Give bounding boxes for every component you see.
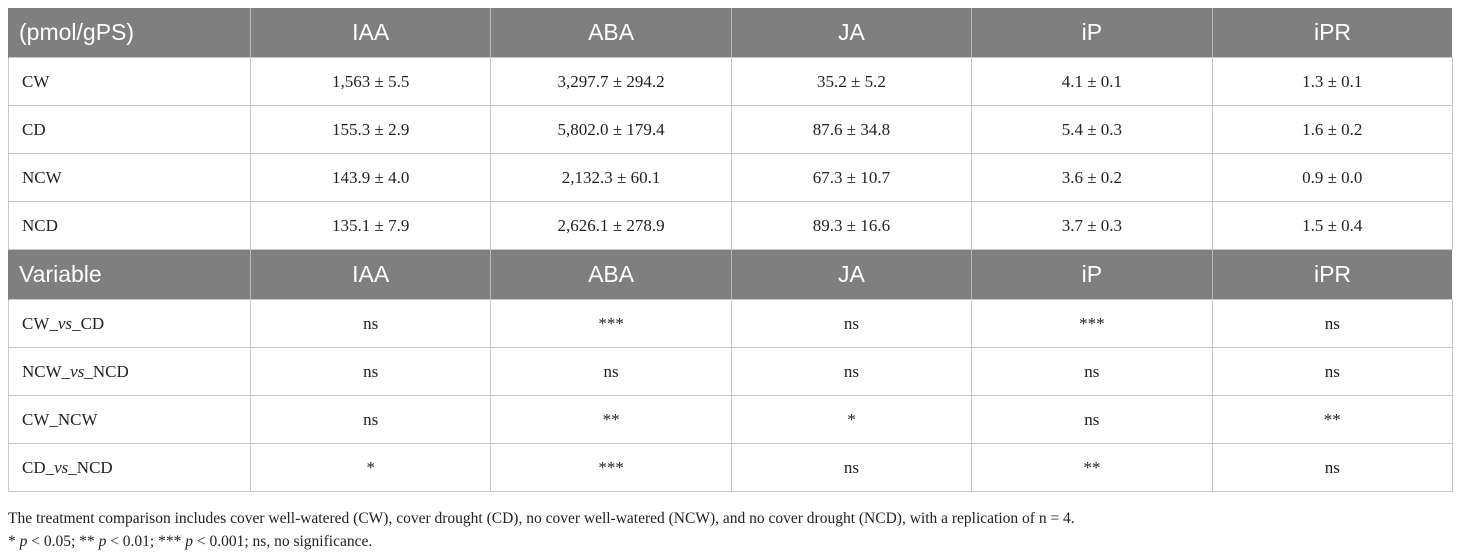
table-cell: *	[730, 395, 973, 444]
table-cell: ns	[1211, 443, 1453, 492]
row-label: CD	[8, 105, 251, 154]
label-vs: vs	[54, 457, 69, 477]
header-cell: iPR	[1211, 8, 1453, 58]
table-cell: 0.9 ± 0.0	[1211, 153, 1453, 202]
header-cell: JA	[730, 249, 972, 300]
table-footnote: The treatment comparison includes cover …	[8, 510, 1075, 527]
table-cell: ns	[971, 347, 1213, 396]
table-cell: **	[971, 443, 1213, 492]
table-cell: **	[490, 395, 732, 444]
header-row-units: (pmol/gPS) IAA ABA JA iP iPR	[8, 8, 1453, 58]
table-cell: 1.5 ± 0.4	[1211, 201, 1453, 250]
footnote-part: < 0.001; ns, no significance.	[193, 533, 373, 550]
table-cell: 155.3 ± 2.9	[249, 105, 492, 154]
label-vs: vs	[57, 313, 73, 333]
row-label: NCW	[8, 153, 251, 202]
table-cell: ns	[1211, 347, 1453, 396]
row-label: NCD	[8, 201, 251, 250]
table-cell: ns	[1211, 299, 1453, 348]
table-cell: 3.7 ± 0.3	[971, 201, 1213, 250]
table-cell: ns	[490, 347, 732, 396]
footnote-part: < 0.05; **	[27, 533, 99, 550]
table-cell: 135.1 ± 7.9	[249, 201, 492, 250]
header-row-variable: Variable IAA ABA JA iP iPR	[8, 249, 1453, 300]
table-cell: 5,802.0 ± 179.4	[490, 105, 732, 154]
table-row: NCW 143.9 ± 4.0 2,132.3 ± 60.1 67.3 ± 10…	[8, 153, 1453, 202]
header-cell: ABA	[490, 249, 732, 300]
footnote-part: < 0.01; ***	[106, 533, 186, 550]
table-cell: 1.3 ± 0.1	[1211, 57, 1453, 106]
header-cell: (pmol/gPS)	[8, 8, 251, 58]
label-part: _CD	[72, 313, 105, 333]
table-cell: 1,563 ± 5.5	[249, 57, 492, 106]
table-cell: ns	[971, 395, 1213, 444]
footnote-italic-p: p	[185, 533, 193, 550]
header-cell: iPR	[1211, 249, 1453, 300]
table-cell: ns	[249, 347, 492, 396]
comparison-label: CW_NCW	[8, 395, 251, 444]
table-cell: 1.6 ± 0.2	[1211, 105, 1453, 154]
comparison-label: NCW_vs_NCD	[8, 347, 251, 396]
comparison-label: CD_vs_NCD	[8, 443, 251, 492]
table-cell: 35.2 ± 5.2	[730, 57, 973, 106]
label-part: CW_	[22, 313, 58, 333]
footnote-part: *	[8, 533, 16, 550]
header-cell: ABA	[490, 8, 732, 58]
table-cell: 3,297.7 ± 294.2	[490, 57, 732, 106]
label-part: _NCD	[68, 457, 113, 477]
footnote-italic-p: p	[19, 533, 28, 550]
table-row: NCD 135.1 ± 7.9 2,626.1 ± 278.9 89.3 ± 1…	[8, 201, 1453, 250]
table-cell: 5.4 ± 0.3	[971, 105, 1213, 154]
table-cell: ***	[490, 443, 732, 492]
header-cell: Variable	[8, 249, 251, 300]
label-part: NCW_	[22, 361, 71, 381]
table-cell: 89.3 ± 16.6	[730, 201, 973, 250]
table-cell: 2,132.3 ± 60.1	[490, 153, 732, 202]
table-cell: **	[1211, 395, 1453, 444]
comparison-label: CW_vs_CD	[8, 299, 251, 348]
header-cell: JA	[730, 8, 972, 58]
table-row: CD_vs_NCD * *** ns ** ns	[8, 443, 1453, 492]
table-cell: ns	[730, 347, 973, 396]
table-cell: 4.1 ± 0.1	[971, 57, 1213, 106]
header-cell: iP	[971, 8, 1213, 58]
table-cell: 67.3 ± 10.7	[730, 153, 973, 202]
label-part: CW_NCW	[22, 409, 98, 429]
table-cell: 87.6 ± 34.8	[730, 105, 973, 154]
table-row: CW_NCW ns ** * ns **	[8, 395, 1453, 444]
footnote-italic-p: p	[98, 533, 107, 550]
table-row: CD 155.3 ± 2.9 5,802.0 ± 179.4 87.6 ± 34…	[8, 105, 1453, 154]
table-cell: ns	[730, 299, 973, 348]
table-cell: ns	[249, 299, 492, 348]
label-vs: vs	[70, 361, 85, 381]
hormone-table: (pmol/gPS) IAA ABA JA iP iPR CW 1,563 ± …	[8, 8, 1453, 492]
table-row: CW_vs_CD ns *** ns *** ns	[8, 299, 1453, 348]
row-label: CW	[8, 57, 251, 106]
table-row: CW 1,563 ± 5.5 3,297.7 ± 294.2 35.2 ± 5.…	[8, 57, 1453, 106]
significance-footnote: * p < 0.05; ** p < 0.01; *** p < 0.001; …	[8, 533, 372, 551]
label-part: CD_	[22, 457, 55, 477]
table-cell: ns	[249, 395, 492, 444]
table-cell: ns	[730, 443, 973, 492]
table-cell: ***	[490, 299, 732, 348]
header-cell: IAA	[249, 249, 491, 300]
table-row: NCW_vs_NCD ns ns ns ns ns	[8, 347, 1453, 396]
table-cell: 3.6 ± 0.2	[971, 153, 1213, 202]
table-cell: 143.9 ± 4.0	[249, 153, 492, 202]
header-cell: IAA	[249, 8, 491, 58]
header-cell: iP	[971, 249, 1213, 300]
table-cell: 2,626.1 ± 278.9	[490, 201, 732, 250]
table-cell: ***	[971, 299, 1213, 348]
label-part: _NCD	[84, 361, 129, 381]
table-cell: *	[249, 443, 492, 492]
